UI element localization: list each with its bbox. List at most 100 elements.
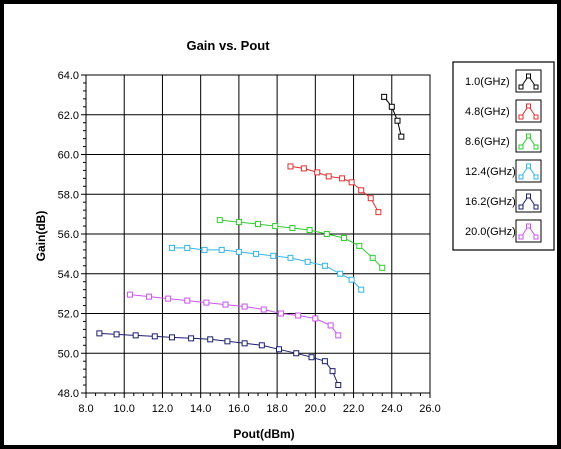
- data-point: [165, 295, 172, 302]
- data-point: [321, 358, 328, 365]
- legend-item: 4.8(GHz): [465, 99, 542, 123]
- data-point: [270, 252, 277, 259]
- series-line: [99, 332, 339, 386]
- data-point: [312, 315, 319, 322]
- legend-swatch-marker: [533, 84, 539, 90]
- series-line: [383, 96, 402, 137]
- legend-swatch-marker: [526, 103, 531, 109]
- x-axis-title: Pout(dBm): [233, 427, 294, 441]
- legend-swatch-marker: [518, 234, 524, 240]
- grid: [86, 75, 430, 393]
- data-point: [375, 209, 382, 216]
- data-point: [216, 217, 223, 224]
- legend-box: [452, 61, 555, 251]
- data-point: [289, 225, 296, 232]
- data-point: [367, 195, 374, 202]
- data-point: [260, 306, 267, 313]
- data-point: [306, 227, 313, 234]
- y-tick-label: 56.0: [58, 229, 79, 241]
- data-point: [272, 223, 279, 230]
- data-point: [388, 103, 395, 110]
- x-tick-label: 18.0: [266, 403, 287, 415]
- y-tick-label: 64.0: [58, 70, 79, 82]
- data-point: [358, 286, 365, 293]
- y-axis-title: Gain(dB): [34, 211, 48, 262]
- data-point: [304, 258, 311, 265]
- chart-title: Gain vs. Pout: [186, 38, 270, 53]
- data-point: [235, 248, 242, 255]
- series-5: [126, 291, 342, 339]
- data-point: [381, 93, 388, 100]
- data-point: [308, 354, 315, 361]
- y-tick-label: 48.0: [58, 388, 79, 400]
- x-tick-label: 20.0: [305, 403, 326, 415]
- data-point: [169, 334, 175, 341]
- data-point: [398, 133, 405, 140]
- data-point: [222, 301, 229, 308]
- series-1: [287, 163, 382, 216]
- legend-swatch-marker: [533, 144, 539, 150]
- data-point: [184, 297, 191, 304]
- y-tick-label: 58.0: [58, 189, 79, 201]
- data-point: [188, 335, 195, 342]
- data-point: [224, 338, 231, 345]
- data-point: [218, 246, 225, 253]
- legend: 1.0(GHz) 4.8(GHz) 8.6(GHz) 12.4(GHz) 16.2(GH…: [452, 61, 555, 251]
- series-4: [96, 330, 342, 389]
- data-point: [329, 368, 336, 375]
- legend-swatch-marker: [518, 204, 524, 210]
- data-point: [146, 293, 153, 300]
- x-tick-label: 12.0: [152, 403, 173, 415]
- data-point: [241, 340, 248, 347]
- series-0: [381, 93, 405, 140]
- data-point: [348, 276, 355, 283]
- x-tick-label: 16.0: [228, 403, 249, 415]
- legend-label: 1.0(GHz): [465, 76, 510, 88]
- data-point: [335, 332, 342, 339]
- data-point: [379, 264, 386, 271]
- legend-item: 16.2(GHz): [465, 189, 542, 213]
- data-point: [295, 312, 302, 319]
- data-point: [184, 244, 191, 251]
- legend-swatch-marker: [526, 73, 531, 79]
- legend-swatch-marker: [518, 114, 524, 120]
- x-tick-label: 26.0: [419, 403, 440, 415]
- y-tick-label: 54.0: [58, 269, 79, 281]
- data-point: [258, 342, 265, 349]
- data-point: [323, 231, 330, 237]
- data-point: [241, 303, 248, 310]
- legend-item: 12.4(GHz): [465, 159, 542, 183]
- legend-label: 4.8(GHz): [465, 106, 510, 118]
- data-point: [201, 246, 208, 253]
- legend-item: 1.0(GHz): [465, 69, 542, 93]
- data-point: [339, 175, 346, 182]
- data-point: [287, 163, 294, 170]
- data-point: [300, 165, 307, 172]
- y-tick-label: 60.0: [58, 150, 79, 162]
- x-tick-label: 10.0: [114, 403, 135, 415]
- data-point: [113, 331, 120, 338]
- data-point: [394, 117, 401, 124]
- legend-swatch-marker: [526, 223, 531, 229]
- data-point: [293, 350, 300, 357]
- x-tick-label: 8.0: [78, 403, 93, 415]
- data-point: [255, 221, 261, 228]
- legend-item: 20.0(GHz): [465, 219, 542, 243]
- legend-swatch-marker: [533, 114, 539, 120]
- x-tick-label: 22.0: [343, 403, 364, 415]
- y-tick-label: 62.0: [58, 110, 79, 122]
- data-point: [151, 333, 158, 340]
- data-point: [253, 250, 260, 257]
- data-point: [276, 346, 283, 353]
- data-point: [207, 336, 214, 343]
- legend-swatch-marker: [526, 193, 531, 199]
- legend-swatch-marker: [526, 163, 531, 169]
- data-point: [358, 187, 365, 194]
- series-layer: [96, 93, 405, 389]
- data-point: [314, 169, 321, 176]
- series-3: [169, 244, 365, 293]
- data-point: [132, 332, 139, 339]
- data-point: [169, 244, 175, 251]
